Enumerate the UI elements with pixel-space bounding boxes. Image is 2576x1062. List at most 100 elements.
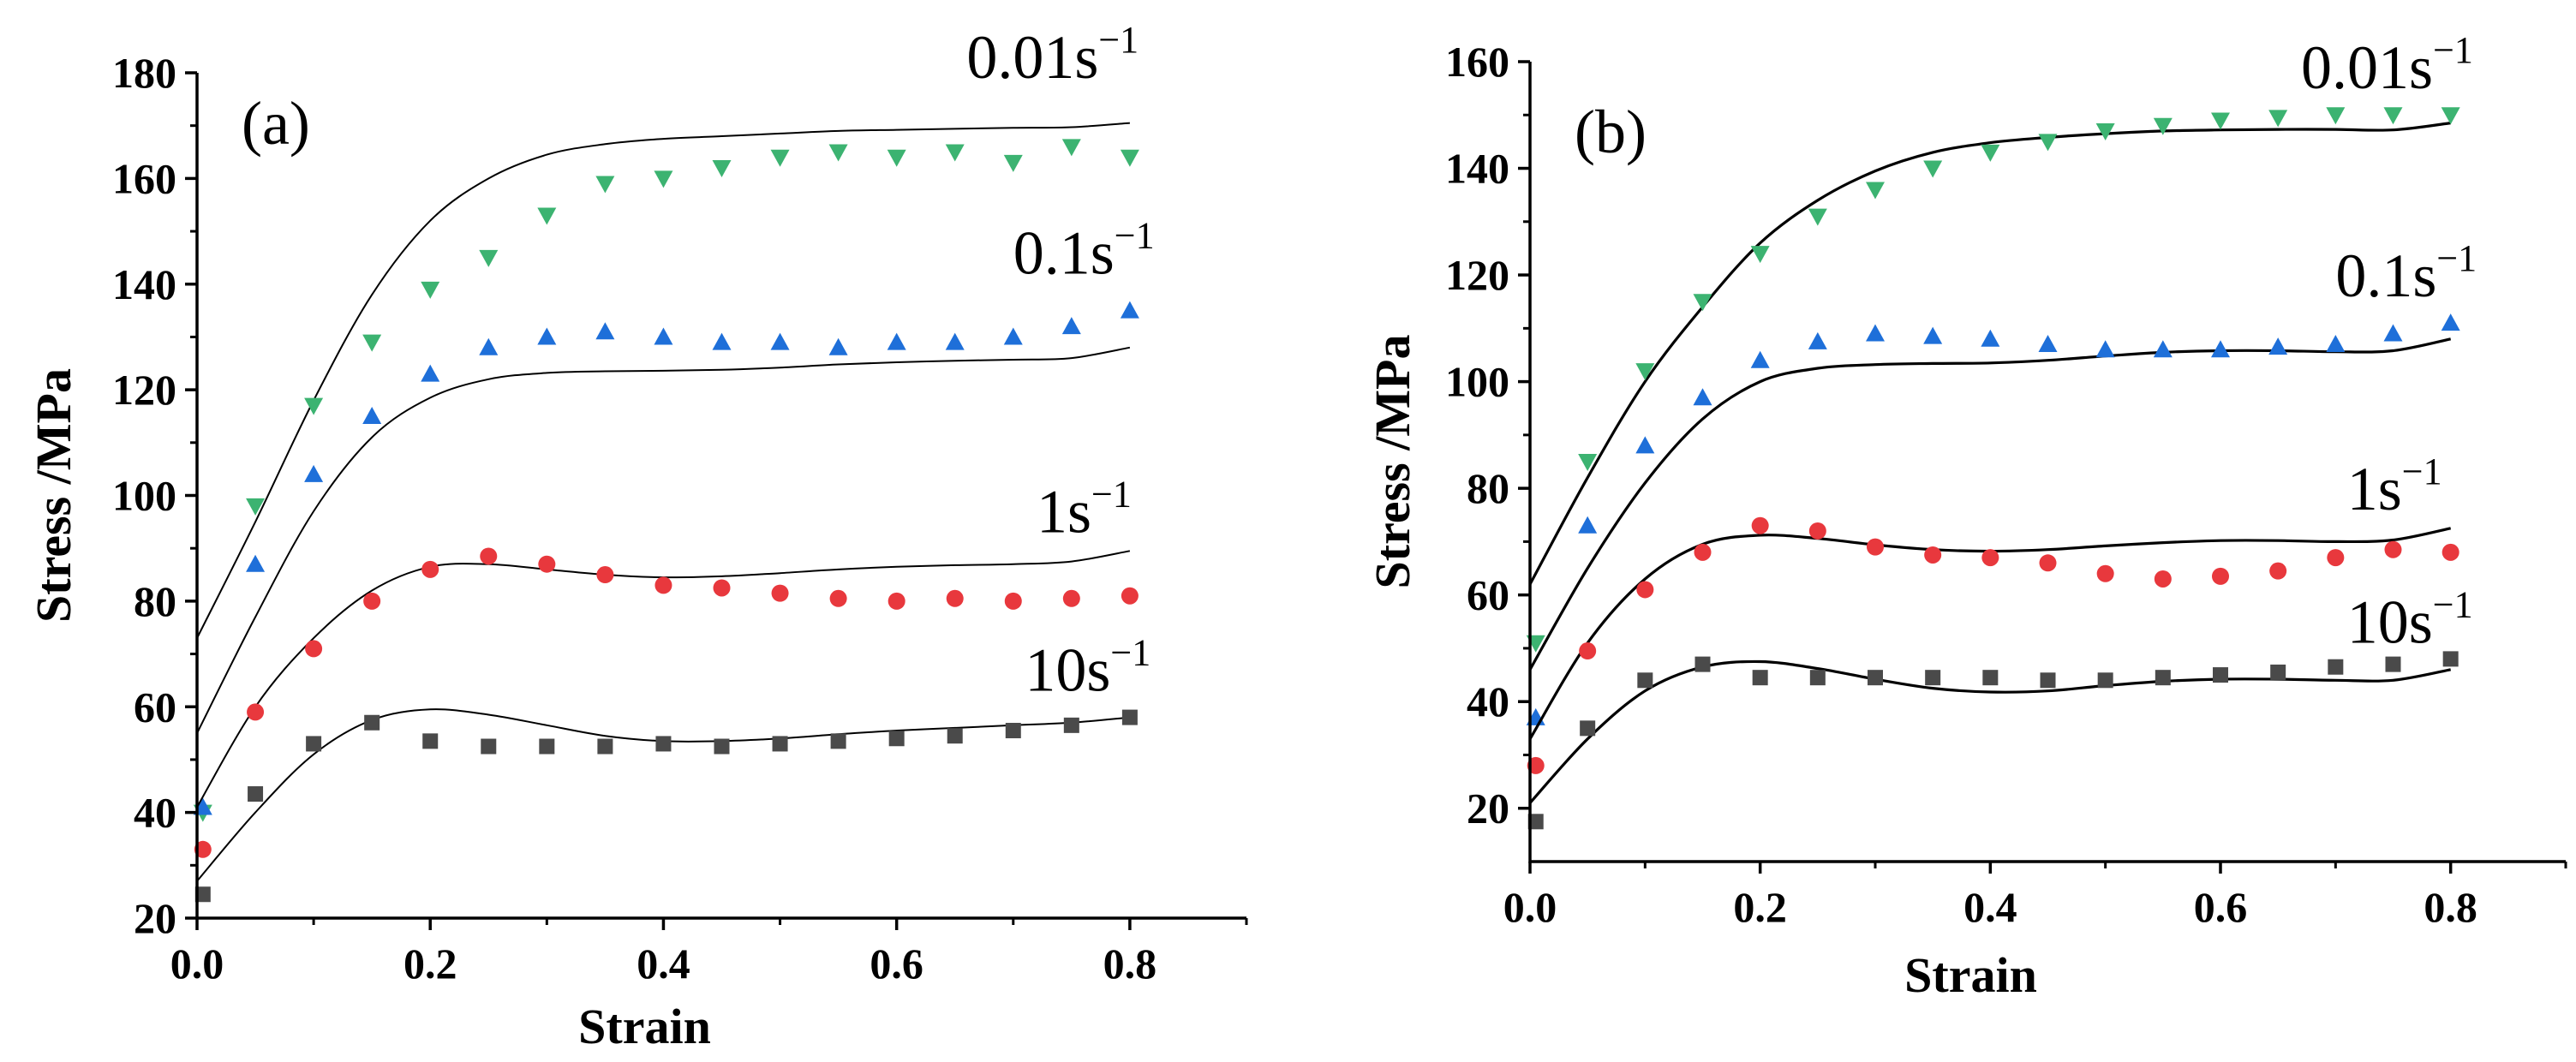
y-tick-label: 120 [1445,251,1509,299]
data-point-1s-1 [2384,540,2402,558]
data-point-10s-1 [1752,670,1768,686]
data-point-10s-1 [1580,720,1596,737]
data-point-1s-1 [829,589,847,607]
data-point-1s-1 [1694,543,1712,561]
rate-label-1s-1: 1s−1 [1037,474,1132,546]
data-point-0-1s-1 [1003,327,1023,345]
data-point-10s-1 [2442,651,2459,667]
rate-label-exponent: −1 [2433,584,2473,626]
rate-label-0-1s-1: 0.1s−1 [1013,214,1155,287]
x-tick-label: 0.2 [1733,883,1787,931]
fit-curve-0-01s-1 [196,122,1130,639]
x-tick-label: 0.0 [1503,883,1557,931]
data-point-0-01s-1 [537,207,557,225]
data-point-0-1s-1 [1061,317,1081,335]
panel-b-label: (b) [1575,98,1647,166]
data-point-0-01s-1 [1693,294,1712,312]
data-point-1s-1 [2269,562,2287,580]
panel-b-y-axis-title: Stress /MPa [1365,335,1420,589]
data-point-0-1s-1 [887,332,906,350]
data-point-0-01s-1 [1578,454,1598,471]
data-point-1s-1 [2327,549,2345,567]
data-point-1s-1 [596,566,614,584]
panel-b-ticks: 0.0 0.2 0.4 0.6 0.8 20 40 60 80 100 120 140 160 [1445,38,2567,931]
data-point-0-01s-1 [421,281,440,299]
data-point-1s-1 [1121,587,1139,605]
data-point-0-01s-1 [2038,134,2058,152]
fit-curve-10s-1 [1528,659,2451,804]
data-point-0-01s-1 [1750,246,1770,264]
data-point-1s-1 [2212,567,2229,585]
fit-curve-0-1s-1 [1528,337,2452,671]
data-point-10s-1 [248,786,264,802]
rate-label-exponent: −1 [2402,450,2442,492]
data-point-1s-1 [1924,546,1942,564]
data-point-1s-1 [194,840,212,858]
data-point-10s-1 [888,731,905,747]
data-point-10s-1 [2385,656,2401,672]
data-point-0-1s-1 [1981,329,2000,347]
data-point-10s-1 [1982,670,1999,686]
panel-a-label: (a) [242,89,310,158]
data-point-0-1s-1 [421,364,440,382]
data-point-10s-1 [2155,670,2171,686]
fit-curve-1s-1 [1528,527,2452,740]
x-tick-label: 0.4 [1963,883,2017,931]
data-point-0-01s-1 [2441,107,2460,125]
data-point-0-1s-1 [1750,350,1770,368]
data-point-10s-1 [422,733,439,749]
rate-label-exponent: −1 [2436,237,2477,279]
y-tick-label: 120 [112,366,176,414]
data-point-0-01s-1 [2268,110,2288,128]
data-point-0-01s-1 [712,160,732,178]
panel-a-y-axis-title: Stress /MPa [26,368,81,623]
data-point-0-1s-1 [246,554,266,572]
data-point-0-1s-1 [479,337,499,355]
data-point-1s-1 [2039,554,2057,572]
data-point-0-01s-1 [362,334,382,352]
data-point-0-1s-1 [304,464,324,482]
y-tick-label: 20 [134,894,176,942]
data-point-0-1s-1 [362,406,382,424]
data-point-10s-1 [830,733,846,749]
data-point-0-01s-1 [304,397,324,415]
rate-label-0-01s-1: 0.01s−1 [966,19,1139,92]
data-point-10s-1 [1527,814,1544,830]
y-tick-label: 140 [1445,145,1509,193]
data-point-0-1s-1 [828,337,848,355]
data-point-0-1s-1 [1120,301,1139,319]
data-point-10s-1 [2270,664,2286,680]
data-point-0-1s-1 [2441,313,2460,331]
panel-a-x-axis-title: Strain [578,999,711,1054]
rate-label-exponent: −1 [1115,214,1155,256]
panel-a-ticks: 0.0 0.2 0.4 0.6 0.8 20 40 60 80 100 120 140 160 180 [112,49,1248,987]
data-point-10s-1 [1637,672,1653,689]
y-tick-label: 40 [1467,677,1509,725]
fit-curve-1s-1 [196,550,1131,808]
data-point-10s-1 [1694,656,1711,672]
data-point-0-01s-1 [1866,182,1885,200]
data-point-0-01s-1 [2153,117,2173,135]
y-tick-label: 60 [1467,571,1509,619]
y-tick-label: 140 [112,260,176,308]
data-point-1s-1 [2096,564,2114,582]
data-point-0-1s-1 [1923,326,1943,344]
data-point-10s-1 [2097,672,2113,689]
fit-curve-0-1s-1 [196,346,1131,734]
data-point-10s-1 [539,738,555,755]
data-point-10s-1 [1063,717,1079,733]
data-point-1s-1 [1808,522,1826,540]
rate-label-base: 0.1s [1013,218,1115,287]
data-point-0-1s-1 [1808,331,1827,349]
data-point-0-1s-1 [2211,340,2230,358]
data-point-1s-1 [1751,516,1769,534]
data-point-0-1s-1 [595,322,615,340]
x-tick-label: 0.0 [170,940,224,987]
rate-label-exponent: −1 [1098,19,1139,61]
data-point-0-01s-1 [1981,144,2000,162]
y-tick-label: 80 [1467,464,1509,512]
data-point-10s-1 [2213,667,2228,683]
rate-label-0-1s-1: 0.1s−1 [2335,237,2477,310]
